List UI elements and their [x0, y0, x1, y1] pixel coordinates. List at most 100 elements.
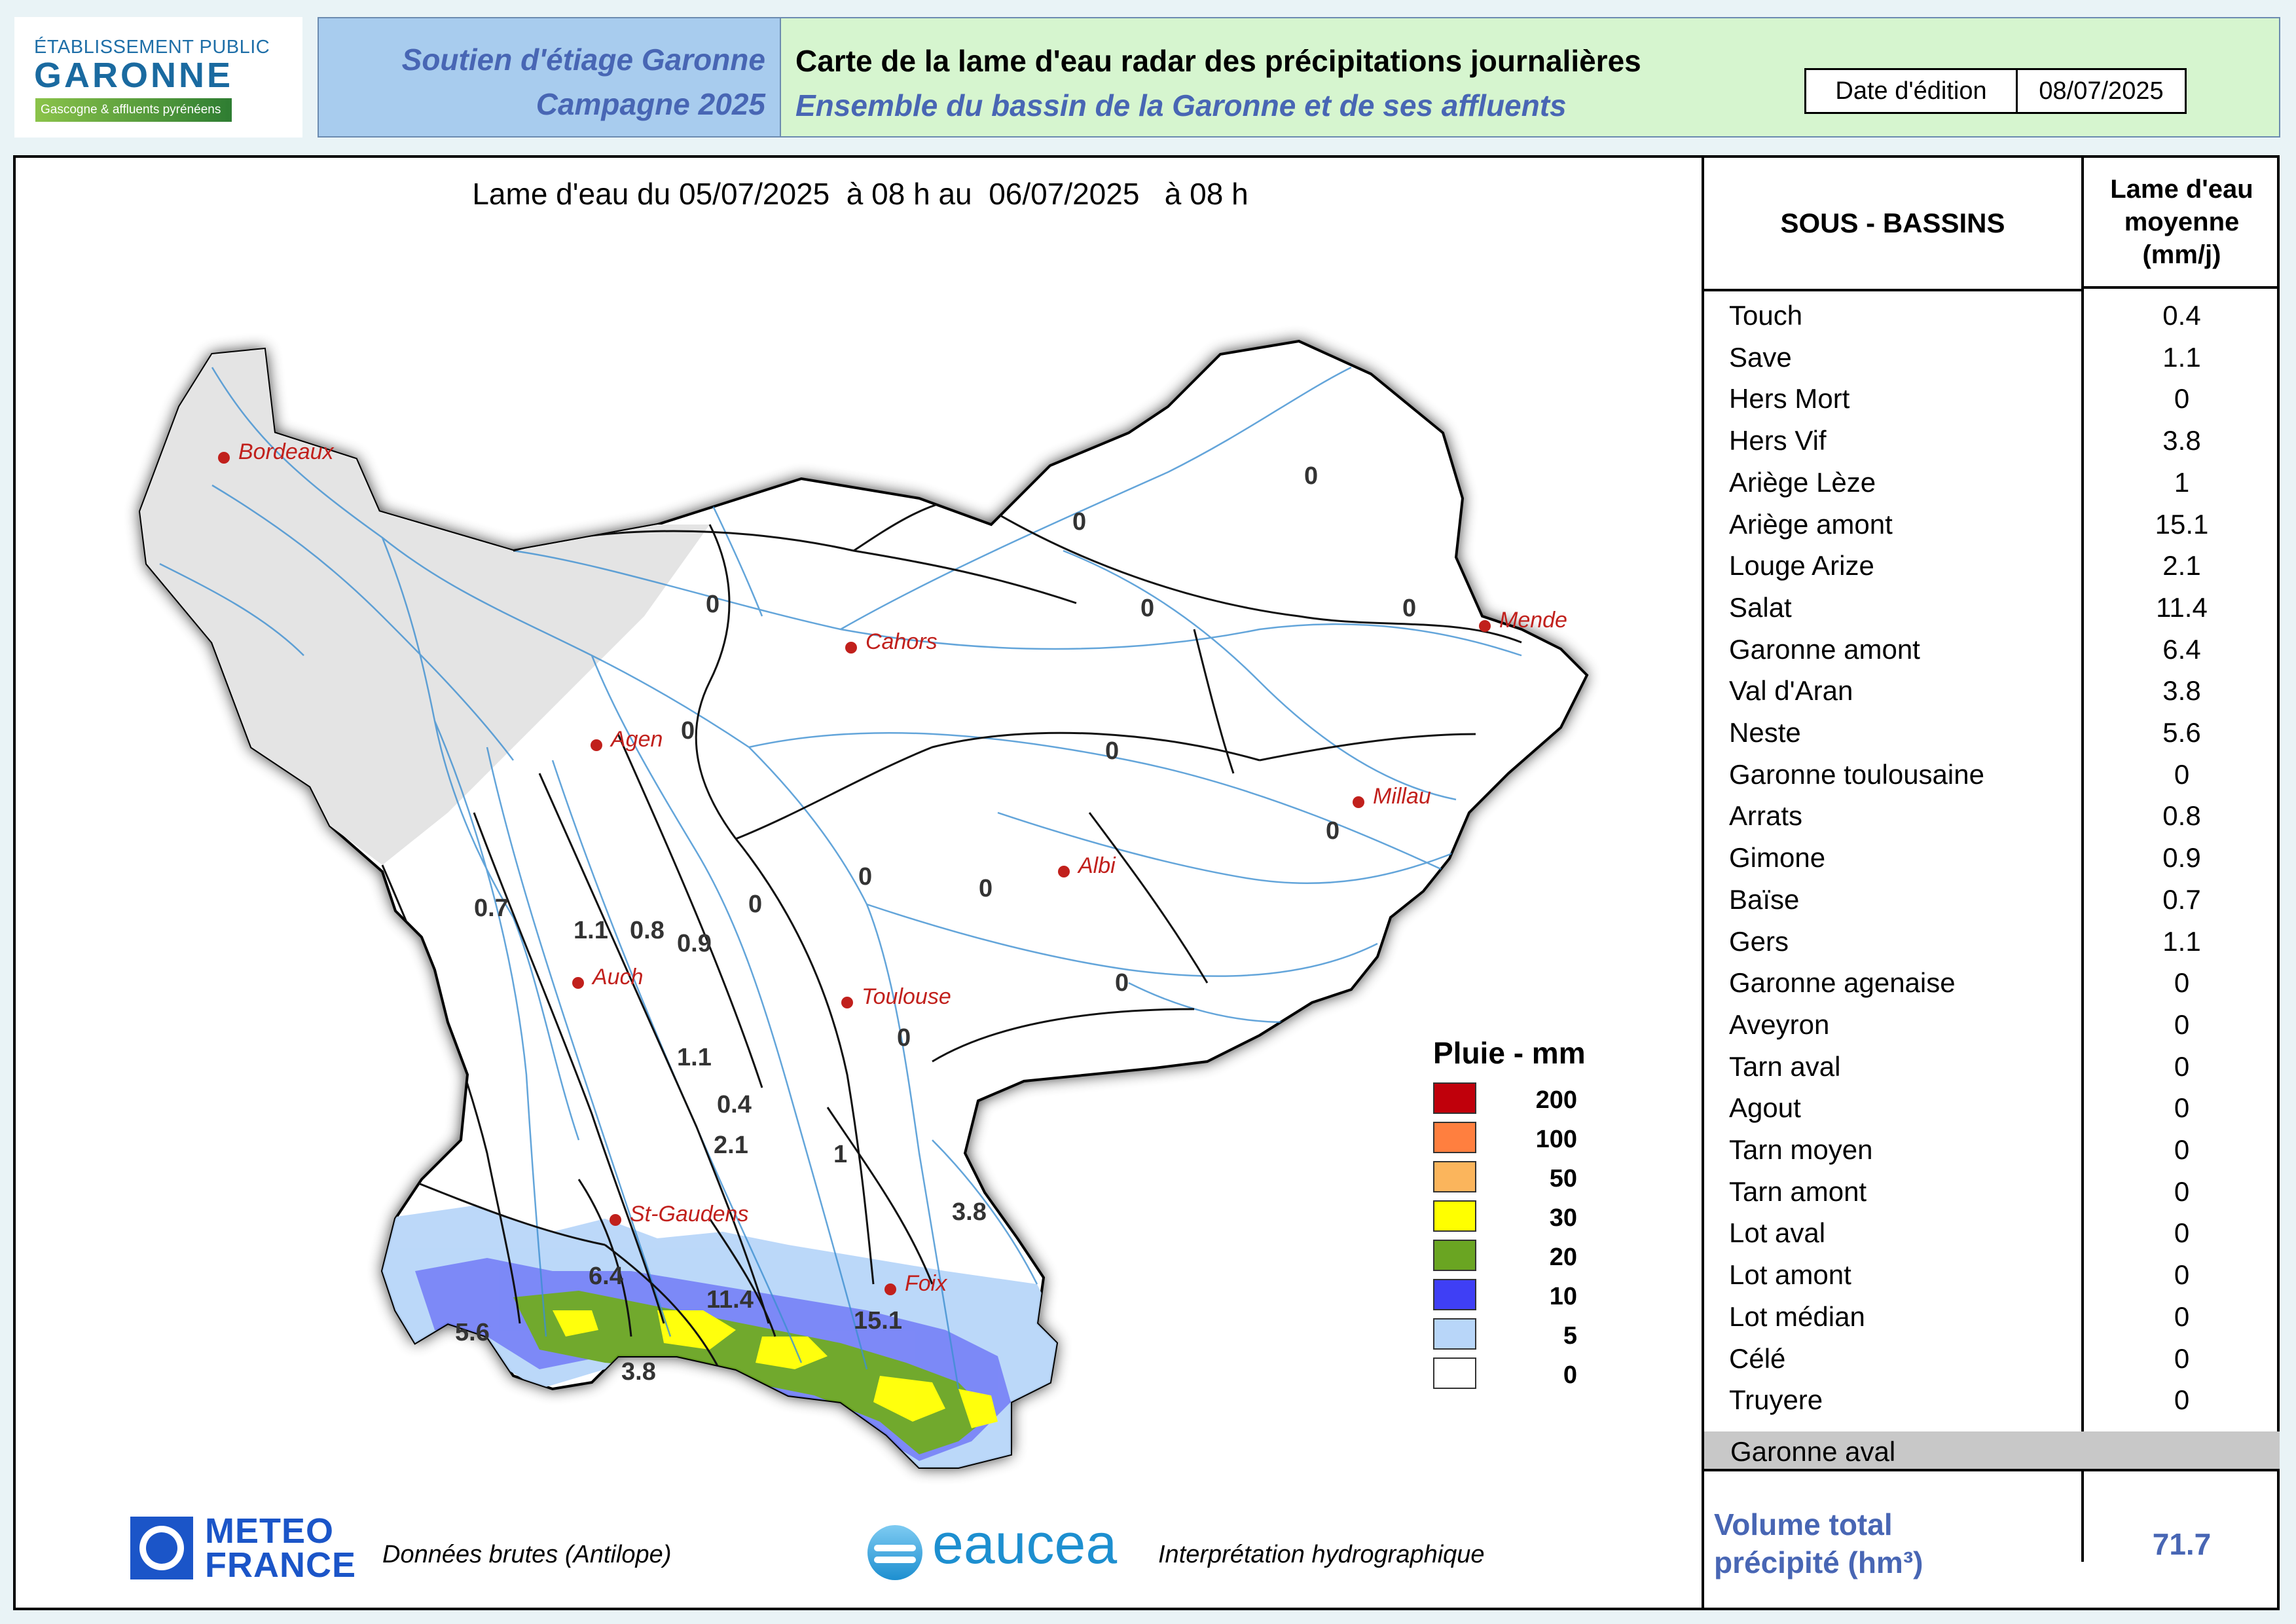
- legend-swatch: [1433, 1122, 1476, 1153]
- table-row: Val d'Aran 3.8: [1704, 669, 2280, 710]
- sub-basin-name: Arrats: [1729, 800, 1803, 832]
- sub-basin-value: 1.1: [2162, 925, 2201, 957]
- map-value: 0: [1140, 595, 1154, 622]
- map-value: 0.8: [630, 917, 665, 944]
- sub-basin-name: Save: [1729, 341, 1792, 373]
- city-marker-st-gaudens: St-Gaudens: [610, 1202, 748, 1227]
- garonne-aval-zone: [140, 341, 710, 865]
- map-value: 0.7: [474, 895, 509, 922]
- sub-basin-name: Tarn amont: [1729, 1175, 1867, 1207]
- city-marker-millau: Millau: [1353, 784, 1431, 809]
- table-row: Touch 0.4: [1704, 293, 2280, 335]
- map-value: 1.1: [574, 917, 608, 944]
- volume-label-line2: précipité (hm³): [1714, 1545, 1923, 1579]
- logo-line1: ÉTABLISSEMENT PUBLIC: [34, 37, 270, 58]
- city-label-toulouse: Toulouse: [862, 984, 951, 1009]
- table-row: Garonne agenaise 0: [1704, 961, 2280, 1003]
- table-row-garonne-aval: Garonne aval: [1704, 1431, 2280, 1469]
- edition-date-value: 08/07/2025: [2039, 77, 2164, 105]
- table-header-rainfall: Lame d'eau moyenne (mm/j): [2081, 158, 2280, 289]
- legend-swatch: [1433, 1161, 1476, 1192]
- page-subtitle: Ensemble du bassin de la Garonne et de s…: [795, 88, 1567, 122]
- table-row: Lot aval 0: [1704, 1211, 2280, 1253]
- legend-label: 5: [1563, 1322, 1577, 1350]
- sub-basin-value: 3.8: [2162, 675, 2201, 707]
- table-row: Baïse 0.7: [1704, 877, 2280, 919]
- logo-line2: GARONNE: [34, 56, 234, 95]
- header-campaign-title: Soutien d'étiage Garonne: [401, 43, 765, 77]
- table-header-rainfall-l2: moyenne: [2124, 208, 2240, 236]
- volume-separator: [1704, 1469, 2280, 1471]
- map-value: 3.8: [621, 1358, 656, 1386]
- sub-basin-name: Gimone: [1729, 842, 1826, 874]
- sub-basin-table: SOUS - BASSINS Lame d'eau moyenne (mm/j)…: [1702, 158, 2280, 1608]
- volume-value: 71.7: [2152, 1527, 2212, 1561]
- map-title: Lame d'eau du 05/07/2025 à 08 h au 06/07…: [472, 177, 1248, 211]
- legend-label: 30: [1549, 1204, 1577, 1232]
- map-value: 0: [1105, 737, 1119, 765]
- sub-basin-name: Touch: [1729, 300, 1803, 331]
- table-row: Garonne toulousaine 0: [1704, 752, 2280, 794]
- table-row: Aveyron 0: [1704, 1003, 2280, 1044]
- map-value: 3.8: [952, 1198, 987, 1226]
- table-row: Gimone 0.9: [1704, 836, 2280, 877]
- sub-basin-value: 0: [2174, 1134, 2190, 1165]
- legend-label: 200: [1535, 1086, 1577, 1114]
- sub-basin-name: Gers: [1729, 925, 1789, 957]
- map-value: 0: [748, 891, 762, 918]
- table-row: Célé 0: [1704, 1337, 2280, 1378]
- map-value: 5.6: [455, 1319, 490, 1346]
- logo-line3: Gascogne & affluents pyrénéens: [35, 98, 232, 122]
- city-marker-albi: Albi: [1058, 853, 1116, 878]
- eaucea-logo-icon: [867, 1525, 922, 1580]
- sub-basin-name: Tarn moyen: [1729, 1134, 1873, 1165]
- legend-item: 10: [1433, 1279, 1577, 1312]
- legend-item: 0: [1433, 1357, 1577, 1390]
- legend-item: 200: [1433, 1082, 1577, 1115]
- sub-basin-value: 0: [2174, 967, 2190, 999]
- sub-basin-boundaries: [381, 497, 1522, 1376]
- sub-basin-name: Lot aval: [1729, 1217, 1826, 1249]
- table-row: Gers 1.1: [1704, 919, 2280, 961]
- map-value: 0: [897, 1024, 911, 1052]
- sub-basin-value: 0: [2174, 383, 2190, 415]
- sub-basin-name: Val d'Aran: [1729, 675, 1853, 707]
- legend-item: 100: [1433, 1122, 1577, 1154]
- table-row: Arrats 0.8: [1704, 794, 2280, 836]
- river-network: [159, 366, 1522, 1390]
- city-label-albi: Albi: [1077, 853, 1116, 878]
- header-title-panel: Carte de la lame d'eau radar des précipi…: [780, 17, 2280, 138]
- city-label-millau: Millau: [1373, 784, 1431, 809]
- city-marker-auch: Auch: [572, 965, 644, 989]
- map-value: 1: [833, 1141, 847, 1168]
- city-marker-cahors: Cahors: [845, 629, 938, 654]
- legend-label: 100: [1535, 1126, 1577, 1153]
- map-value: 0.4: [717, 1091, 752, 1118]
- city-marker-toulouse: Toulouse: [841, 984, 951, 1009]
- sub-basin-value: 0: [2174, 1175, 2190, 1207]
- table-row: Tarn aval 0: [1704, 1044, 2280, 1086]
- map-value: 0: [858, 863, 872, 891]
- legend-label: 0: [1563, 1361, 1577, 1389]
- map-value: 15.1: [854, 1307, 902, 1335]
- sub-basin-value: 0: [2174, 758, 2190, 790]
- legend-item: 30: [1433, 1200, 1577, 1233]
- table-header-rainfall-l1: Lame d'eau: [2110, 175, 2253, 204]
- city-label-mende: Mende: [1499, 608, 1567, 633]
- map-value: 2.1: [714, 1132, 748, 1159]
- city-label-bordeaux: Bordeaux: [238, 439, 335, 464]
- sub-basin-value: 2.1: [2162, 550, 2201, 581]
- sub-basin-value: 11.4: [2156, 591, 2208, 623]
- city-marker-foix: Foix: [884, 1271, 947, 1296]
- sub-basin-value: 15.1: [2155, 508, 2209, 540]
- map-value: 0: [681, 717, 695, 745]
- sub-basin-name: Louge Arize: [1729, 550, 1874, 581]
- sub-basin-value: 0.9: [2162, 842, 2201, 874]
- sub-basin-value: 0: [2174, 1217, 2190, 1249]
- page-title: Carte de la lame d'eau radar des précipi…: [795, 44, 1641, 78]
- epg-logo: ÉTABLISSEMENT PUBLIC GARONNE Gascogne & …: [14, 17, 302, 138]
- table-row: Agout 0: [1704, 1086, 2280, 1128]
- city-markers: Bordeaux Cahors Agen Mende Millau Albi A…: [218, 439, 1567, 1296]
- sub-basin-value: 0: [2174, 1050, 2190, 1082]
- column-divider: [2081, 289, 2084, 1562]
